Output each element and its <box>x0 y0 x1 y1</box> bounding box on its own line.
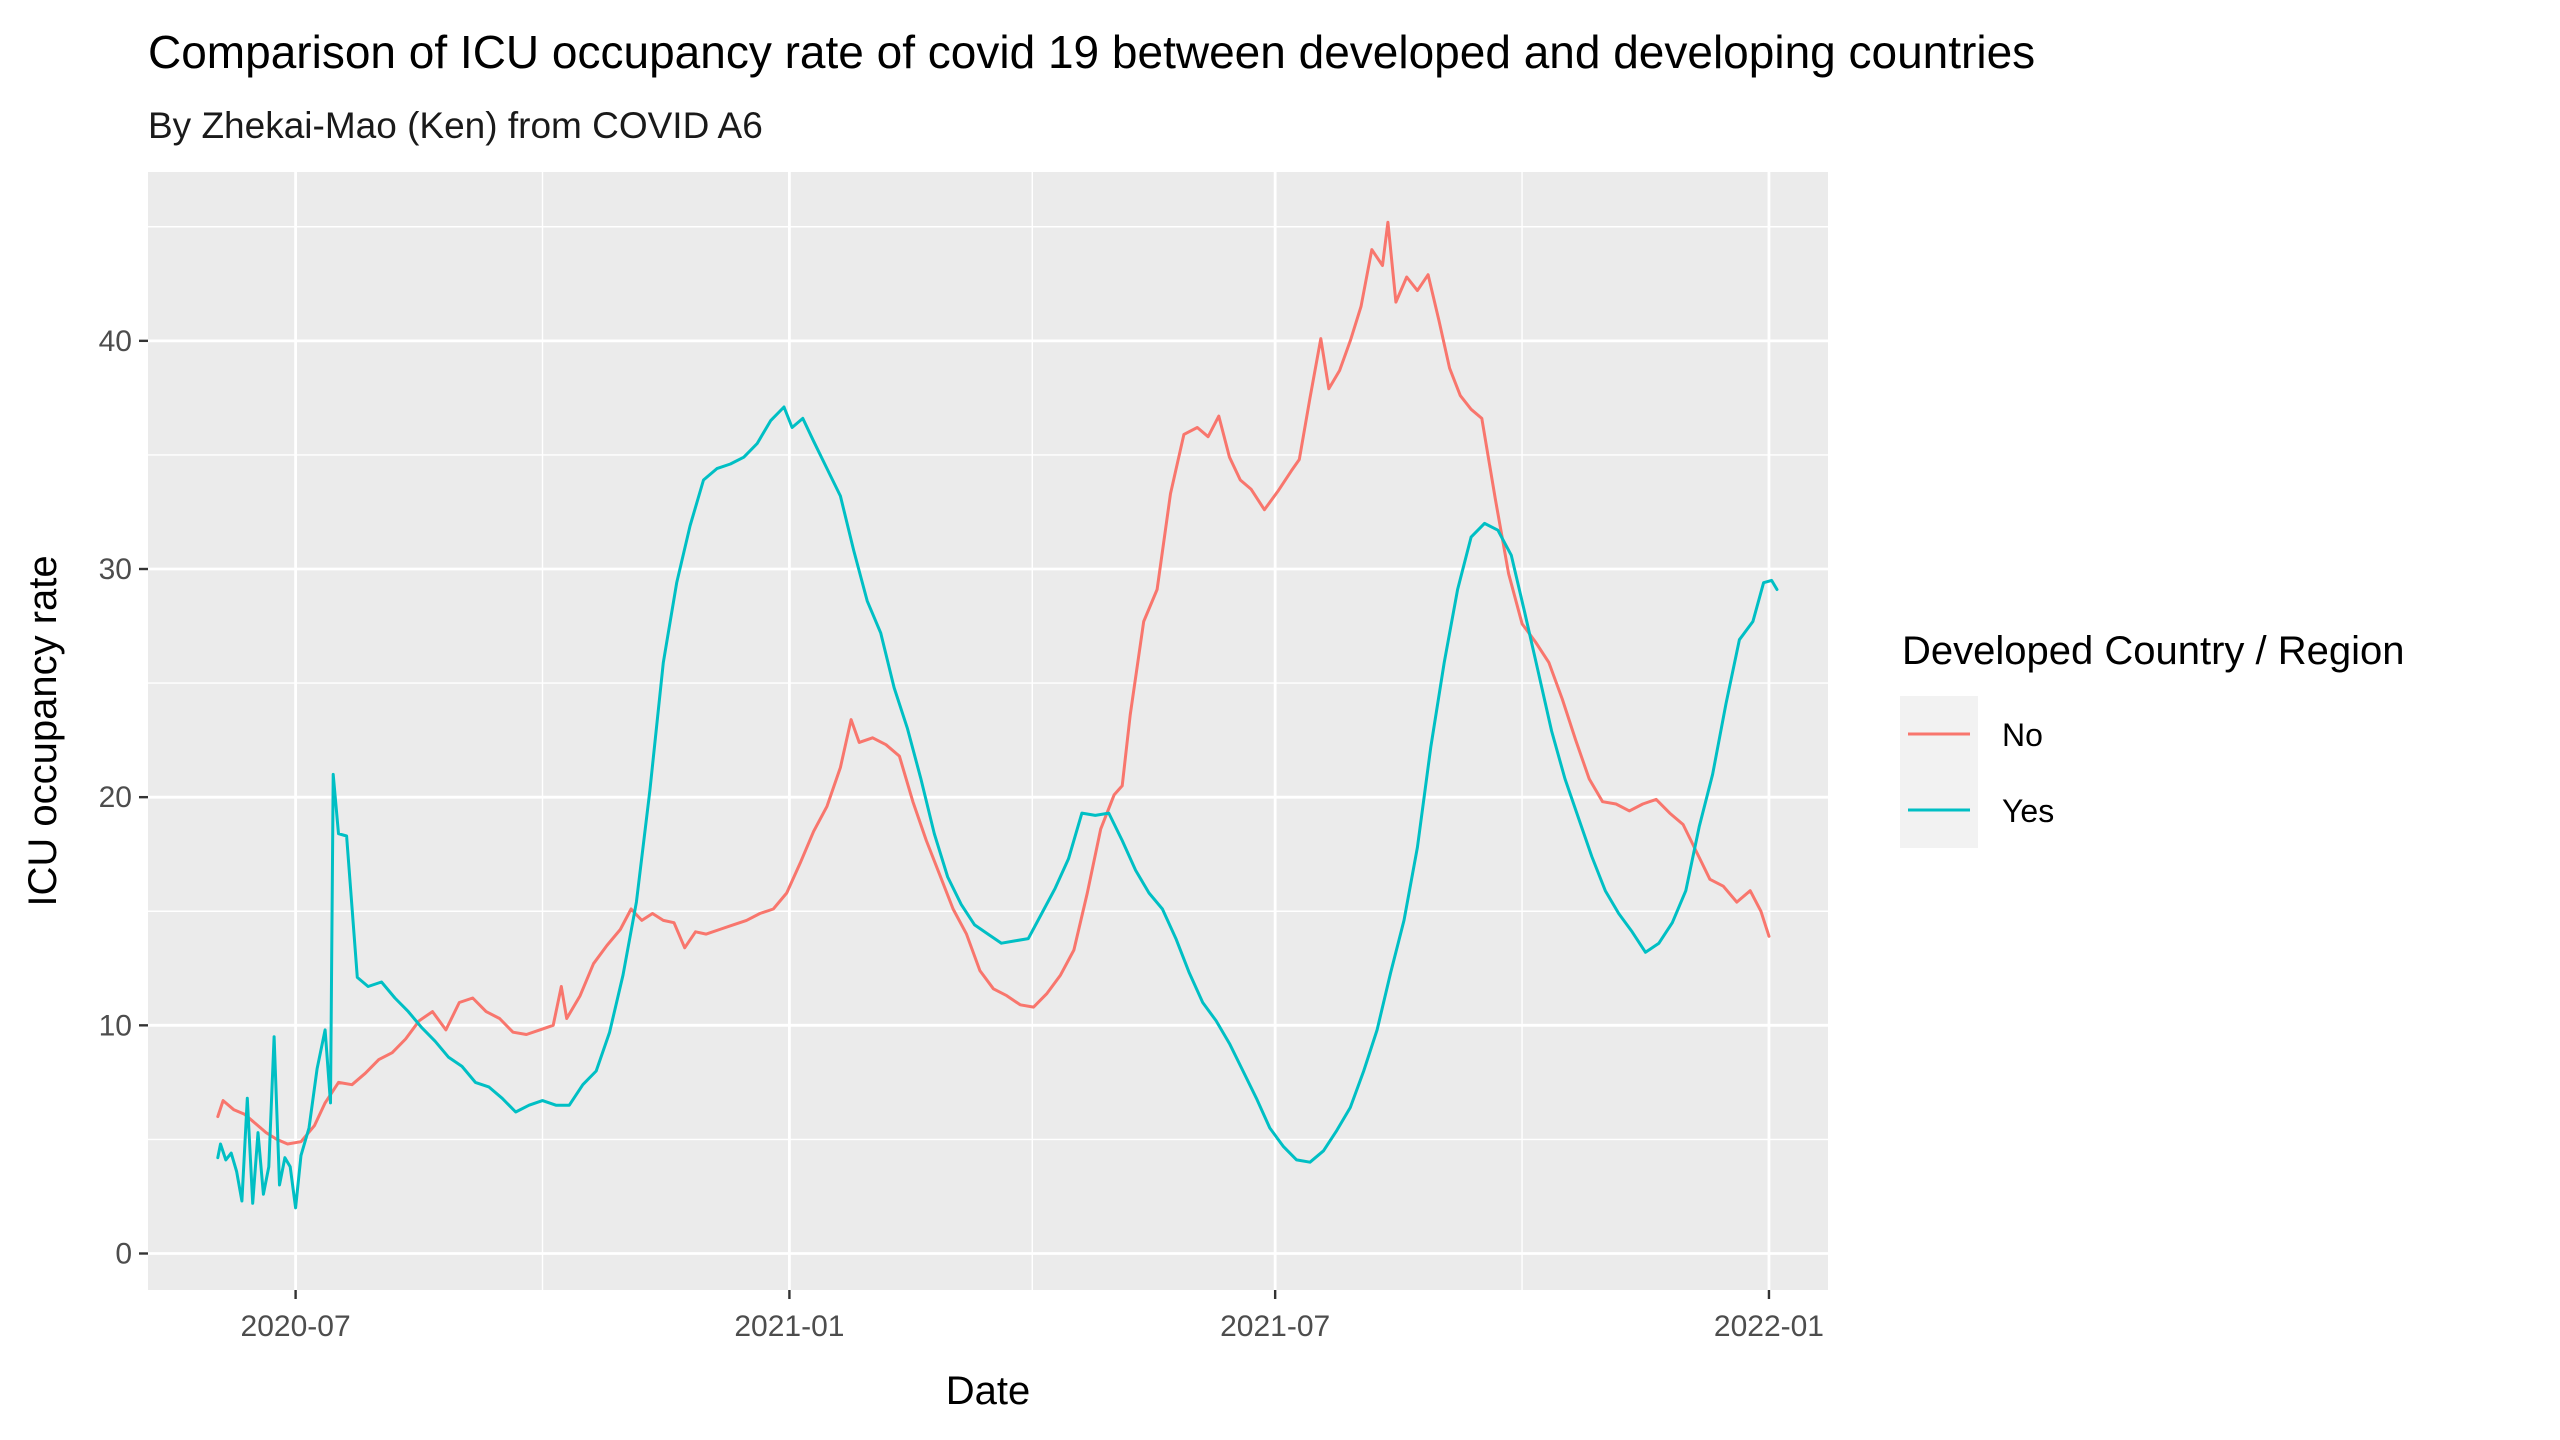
y-tick-label: 10 <box>99 1009 132 1042</box>
x-tick-label: 2022-01 <box>1714 1310 1824 1343</box>
x-tick-label: 2020-07 <box>241 1310 351 1343</box>
y-tick-label: 0 <box>115 1237 132 1270</box>
major-gridlines <box>148 172 1828 1290</box>
chart-subtitle: By Zhekai-Mao (Ken) from COVID A6 <box>148 105 763 146</box>
x-axis: 2020-07 2021-01 2021-07 2022-01 <box>241 1290 1824 1343</box>
legend-title: Developed Country / Region <box>1902 629 2405 673</box>
series-lines <box>216 220 1779 1210</box>
legend: Developed Country / Region No Yes <box>1900 629 2405 848</box>
x-axis-title: Date <box>946 1369 1031 1413</box>
series-line-no <box>216 220 1771 1146</box>
y-axis: 0 10 20 30 40 <box>99 325 148 1270</box>
y-axis-title: ICU occupancy rate <box>21 555 65 906</box>
chart-title: Comparison of ICU occupancy rate of covi… <box>148 26 2035 78</box>
x-tick-label: 2021-07 <box>1220 1310 1330 1343</box>
x-tick-label: 2021-01 <box>734 1310 844 1343</box>
plot-panel <box>148 172 1828 1290</box>
legend-label-no: No <box>2002 717 2043 753</box>
series-line-yes <box>216 405 1779 1210</box>
y-tick-label: 20 <box>99 781 132 814</box>
y-tick-label: 40 <box>99 325 132 358</box>
legend-label-yes: Yes <box>2002 793 2054 829</box>
y-tick-label: 30 <box>99 553 132 586</box>
minor-gridlines <box>148 172 1828 1290</box>
